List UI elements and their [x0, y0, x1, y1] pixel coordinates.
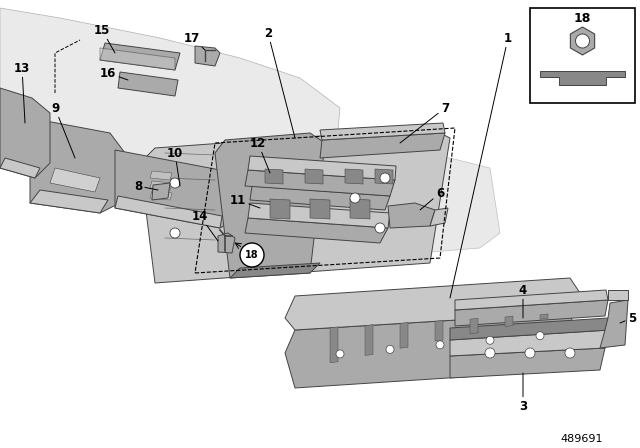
- Polygon shape: [100, 48, 175, 70]
- Polygon shape: [118, 72, 178, 96]
- Circle shape: [386, 345, 394, 353]
- Polygon shape: [215, 133, 325, 278]
- Circle shape: [486, 336, 494, 344]
- Text: 14: 14: [192, 210, 218, 241]
- Circle shape: [380, 173, 390, 183]
- Text: 6: 6: [420, 186, 444, 210]
- Polygon shape: [248, 156, 396, 180]
- Polygon shape: [218, 233, 235, 253]
- Text: 1: 1: [450, 31, 512, 298]
- Polygon shape: [400, 323, 408, 348]
- Polygon shape: [320, 123, 445, 140]
- Polygon shape: [470, 318, 478, 334]
- Circle shape: [375, 223, 385, 233]
- Polygon shape: [285, 278, 580, 330]
- Text: 10: 10: [167, 146, 183, 186]
- Text: 12: 12: [250, 137, 270, 173]
- Polygon shape: [250, 186, 390, 210]
- Bar: [530, 8, 635, 103]
- Circle shape: [240, 243, 264, 267]
- Polygon shape: [305, 169, 323, 184]
- Polygon shape: [310, 199, 330, 219]
- Text: 11: 11: [230, 194, 260, 208]
- Polygon shape: [330, 327, 338, 363]
- Polygon shape: [150, 181, 172, 190]
- Polygon shape: [152, 183, 170, 200]
- Polygon shape: [435, 320, 443, 341]
- Text: 3: 3: [519, 373, 527, 413]
- Polygon shape: [115, 196, 222, 228]
- Text: 9: 9: [51, 102, 75, 158]
- Polygon shape: [195, 46, 220, 66]
- Text: 4: 4: [519, 284, 527, 318]
- Polygon shape: [570, 27, 595, 55]
- Polygon shape: [450, 348, 605, 378]
- Text: 489691: 489691: [561, 434, 604, 444]
- Polygon shape: [0, 88, 50, 178]
- Polygon shape: [345, 169, 363, 184]
- Polygon shape: [375, 169, 393, 184]
- Circle shape: [436, 341, 444, 349]
- Circle shape: [350, 193, 360, 203]
- Polygon shape: [30, 190, 108, 213]
- Polygon shape: [140, 128, 450, 283]
- Polygon shape: [285, 313, 580, 388]
- Polygon shape: [100, 43, 180, 70]
- Polygon shape: [300, 153, 500, 253]
- Polygon shape: [388, 203, 435, 228]
- Polygon shape: [248, 203, 390, 228]
- Circle shape: [170, 228, 180, 238]
- Text: 5: 5: [620, 311, 636, 324]
- Polygon shape: [270, 199, 290, 219]
- Polygon shape: [450, 318, 610, 340]
- Text: 2: 2: [264, 26, 295, 138]
- Text: 7: 7: [400, 102, 449, 143]
- Text: 17: 17: [184, 31, 205, 50]
- Polygon shape: [455, 290, 608, 310]
- Polygon shape: [150, 171, 172, 180]
- Polygon shape: [0, 8, 340, 223]
- Circle shape: [336, 350, 344, 358]
- Circle shape: [575, 34, 589, 48]
- Polygon shape: [540, 314, 548, 319]
- Polygon shape: [455, 300, 608, 326]
- Text: 18: 18: [574, 12, 591, 25]
- Polygon shape: [245, 218, 388, 243]
- Text: 18: 18: [245, 250, 259, 260]
- Text: 13: 13: [14, 61, 30, 123]
- Circle shape: [565, 348, 575, 358]
- Polygon shape: [430, 208, 448, 226]
- Polygon shape: [60, 143, 340, 233]
- Polygon shape: [600, 300, 628, 348]
- Polygon shape: [608, 290, 628, 300]
- Polygon shape: [115, 150, 240, 228]
- Polygon shape: [50, 168, 100, 192]
- Polygon shape: [505, 316, 513, 327]
- Text: 8: 8: [134, 180, 158, 193]
- Polygon shape: [350, 199, 370, 219]
- Circle shape: [485, 348, 495, 358]
- Polygon shape: [540, 71, 625, 85]
- Polygon shape: [150, 191, 172, 200]
- Polygon shape: [230, 263, 320, 278]
- Polygon shape: [365, 325, 373, 356]
- Circle shape: [536, 332, 544, 340]
- Text: 16: 16: [100, 66, 128, 80]
- Polygon shape: [450, 330, 610, 356]
- Text: 15: 15: [94, 23, 115, 53]
- Polygon shape: [0, 158, 40, 178]
- Polygon shape: [30, 118, 130, 213]
- Circle shape: [525, 348, 535, 358]
- Polygon shape: [265, 169, 283, 184]
- Polygon shape: [320, 133, 445, 158]
- Polygon shape: [245, 170, 395, 196]
- Circle shape: [170, 178, 180, 188]
